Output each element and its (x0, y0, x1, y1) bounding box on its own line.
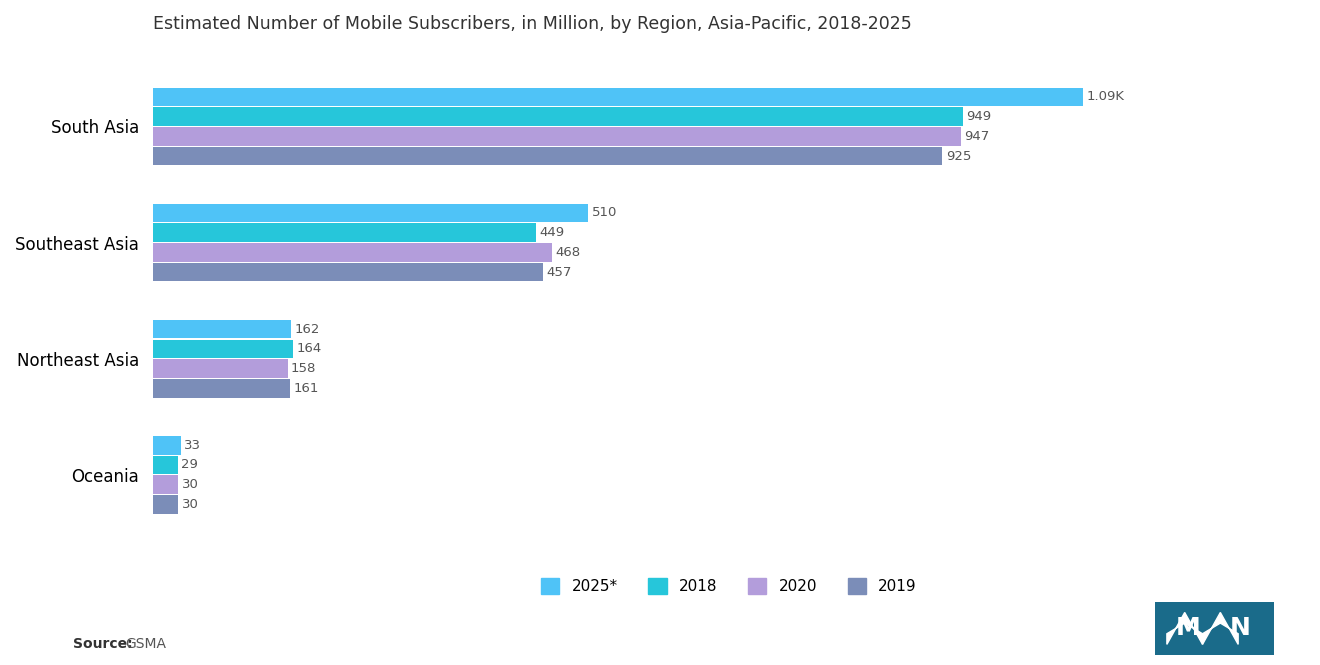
Text: 457: 457 (546, 266, 572, 279)
Bar (153, 495, 178, 514)
Bar (153, 263, 543, 281)
Bar (153, 436, 181, 454)
Bar (153, 107, 962, 126)
Text: GSMA: GSMA (125, 637, 166, 652)
Text: 30: 30 (182, 478, 198, 491)
Bar (153, 359, 288, 378)
Polygon shape (1167, 612, 1203, 644)
Text: M: M (1176, 616, 1201, 640)
Bar (153, 243, 552, 262)
Text: 1.09K: 1.09K (1086, 90, 1125, 103)
Text: 158: 158 (290, 362, 317, 375)
Bar (153, 203, 587, 222)
Text: 164: 164 (296, 342, 321, 355)
Legend: 2025*, 2018, 2020, 2019: 2025*, 2018, 2020, 2019 (535, 572, 923, 600)
Text: Source:: Source: (73, 637, 132, 652)
Bar (153, 340, 293, 358)
Text: 510: 510 (591, 206, 616, 219)
Text: N: N (1230, 616, 1251, 640)
Bar (153, 147, 942, 166)
Bar (153, 456, 177, 474)
Text: Estimated Number of Mobile Subscribers, in Million, by Region, Asia-Pacific, 201: Estimated Number of Mobile Subscribers, … (153, 15, 912, 33)
Text: 162: 162 (294, 323, 319, 336)
Text: 30: 30 (182, 498, 198, 511)
Text: 33: 33 (185, 439, 202, 452)
Polygon shape (1203, 612, 1238, 644)
Text: 925: 925 (945, 150, 972, 162)
Text: 449: 449 (540, 226, 565, 239)
Text: 949: 949 (966, 110, 991, 123)
Text: 161: 161 (293, 382, 319, 395)
Bar (153, 88, 1084, 106)
Bar (153, 475, 178, 494)
Text: 947: 947 (965, 130, 990, 143)
Text: 29: 29 (181, 458, 198, 471)
Bar (153, 223, 536, 242)
Bar (153, 379, 290, 398)
Bar (153, 127, 961, 146)
Bar (153, 320, 290, 338)
Text: 468: 468 (556, 246, 581, 259)
